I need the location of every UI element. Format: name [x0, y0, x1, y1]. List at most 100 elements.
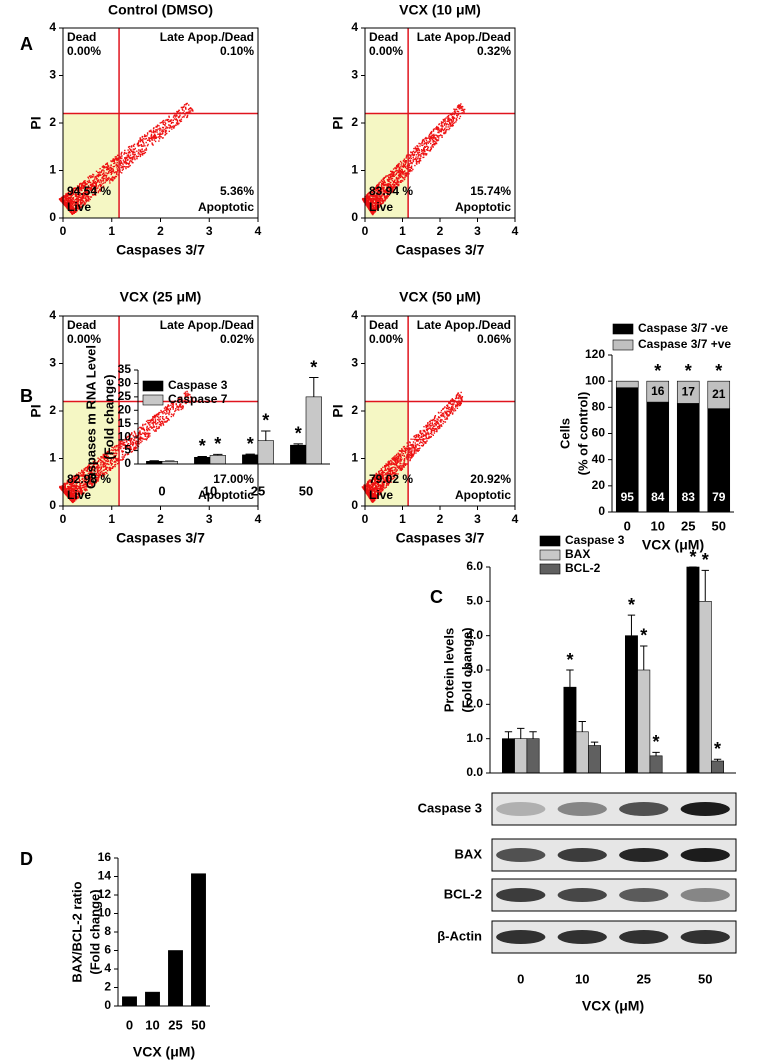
x-tick-label: 50	[299, 483, 313, 498]
x-tick-label: 4	[512, 512, 519, 526]
bar	[686, 566, 700, 774]
quadrant-value: 15.74%	[470, 184, 511, 198]
x-tick-label: 25	[681, 518, 695, 533]
bar	[305, 396, 322, 465]
y-tick-label: 2	[49, 115, 56, 129]
x-tick-label: 50	[191, 1017, 205, 1032]
data-label: 21	[712, 387, 726, 401]
x-tick-label: 25	[251, 483, 265, 498]
y-axis-label: Caspases m RNA Level	[83, 345, 98, 489]
legend-label: BAX	[565, 547, 590, 561]
data-label: 17	[682, 384, 696, 398]
significance-star: *	[653, 732, 660, 752]
x-tick-label: 4	[255, 512, 262, 526]
quadrant-value: 83.94 %	[369, 184, 413, 198]
error-bar	[149, 460, 159, 462]
y-tick-label: 60	[592, 426, 606, 440]
chart-title: VCX (10 μM)	[399, 2, 481, 18]
cell-cloud	[361, 391, 464, 503]
quadrant-value: 20.92%	[470, 472, 511, 486]
quadrant-label: Dead	[67, 318, 96, 332]
panel-label: A	[20, 34, 33, 54]
blot-band	[496, 802, 546, 816]
x-tick-label: 0	[362, 512, 369, 526]
error-bar	[529, 731, 537, 739]
blot-label: BAX	[455, 846, 483, 861]
legend-swatch	[612, 323, 634, 335]
y-tick-label: 4	[351, 308, 358, 322]
y-tick-label: 1	[351, 451, 358, 465]
blot-band	[557, 888, 607, 902]
y-tick-label: 4	[351, 20, 358, 34]
error-bar	[640, 645, 648, 670]
y-axis-label: (Fold change)	[101, 374, 116, 459]
y-tick-label: 80	[592, 400, 606, 414]
blot-band	[557, 930, 607, 944]
bar	[637, 669, 651, 774]
y-tick-label: 4.0	[466, 628, 483, 642]
y-tick-label: 0	[124, 456, 131, 470]
x-axis-label: Caspases 3/7	[116, 242, 205, 258]
bar	[575, 731, 589, 774]
data-label: 79	[712, 490, 726, 504]
significance-star: *	[310, 357, 317, 377]
x-tick-label: 2	[157, 512, 164, 526]
blot-band	[557, 848, 607, 862]
y-tick-label: 35	[118, 362, 132, 376]
legend-swatch	[142, 380, 164, 392]
y-tick-label: 30	[118, 376, 132, 390]
bar	[501, 738, 515, 774]
y-tick-label: 4	[104, 961, 111, 975]
y-axis-label: (% of control)	[575, 392, 590, 476]
error-bar	[713, 758, 722, 761]
y-tick-label: 20	[118, 402, 132, 416]
chart-title: Control (DMSO)	[108, 2, 213, 18]
bar	[168, 950, 183, 1007]
x-tick-label: 10	[651, 518, 665, 533]
x-tick-label: 3	[206, 224, 213, 238]
y-axis-label: PI	[28, 116, 44, 129]
y-axis-label: (Fold change)	[459, 627, 474, 712]
significance-star: *	[566, 650, 573, 670]
panel-label: D	[20, 849, 33, 869]
error-bar	[517, 727, 525, 739]
legend-swatch	[612, 339, 634, 351]
bar	[711, 760, 725, 774]
y-axis-label: PI	[28, 404, 44, 417]
bar	[242, 454, 259, 465]
y-tick-label: 1	[49, 451, 56, 465]
blot-band	[680, 848, 730, 862]
x-tick-label: 1	[399, 512, 406, 526]
x-tick-label: 4	[512, 224, 519, 238]
legend-swatch	[539, 535, 561, 547]
y-tick-label: 3	[49, 356, 56, 370]
x-tick-label: 0	[624, 518, 631, 533]
blot-band	[680, 802, 730, 816]
quadrant-value: 94.54 %	[67, 184, 111, 198]
significance-star: *	[702, 550, 709, 570]
legend-swatch	[539, 563, 561, 575]
blot-label: Caspase 3	[418, 800, 482, 815]
significance-star: *	[214, 434, 221, 454]
quadrant-value: 0.02%	[220, 332, 254, 346]
quadrant-value: 0.06%	[477, 332, 511, 346]
x-axis-label: Caspases 3/7	[396, 242, 485, 258]
x-axis-label: Caspases 3/7	[396, 530, 485, 546]
legend-label: Caspase 3	[168, 378, 228, 392]
bar-segment	[676, 380, 700, 404]
legend-label: Caspase 3/7 +ve	[638, 337, 731, 351]
x-tick-label: 10	[145, 1017, 159, 1032]
x-tick-label: 2	[437, 512, 444, 526]
significance-star: *	[247, 434, 254, 454]
x-axis-label: VCX (μM)	[582, 998, 644, 1014]
x-tick-label: 10	[203, 483, 217, 498]
cell-cloud	[59, 390, 194, 504]
y-tick-label: 3.0	[466, 662, 483, 676]
bar	[122, 996, 137, 1007]
bar	[191, 873, 206, 1007]
bar	[257, 440, 274, 465]
y-tick-label: 1.0	[466, 731, 483, 745]
significance-star: *	[654, 361, 661, 381]
y-axis-label: BAX/BCL-2 ratio	[69, 881, 84, 982]
y-tick-label: 2	[351, 403, 358, 417]
